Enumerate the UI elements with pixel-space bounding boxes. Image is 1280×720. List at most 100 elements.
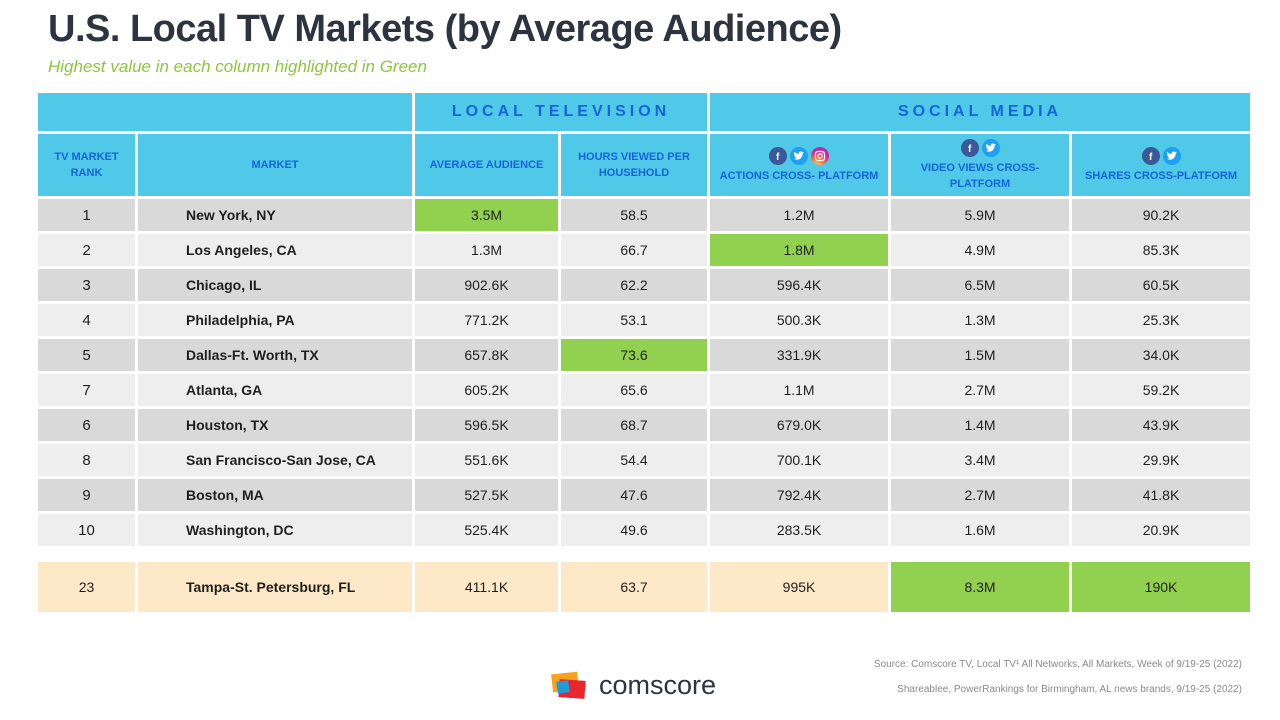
cell-video-views: 1.5M <box>888 336 1073 374</box>
cell-shares: 43.9K <box>1069 406 1254 444</box>
table-row: 4 Philadelphia, PA 771.2K 53.1 500.3K 1.… <box>35 301 1254 339</box>
cell-avg-audience: 525.4K <box>412 511 561 549</box>
cell-video-views: 6.5M <box>888 266 1073 304</box>
comscore-logo: comscore <box>551 670 716 701</box>
cell-hours: 73.6 <box>557 336 711 374</box>
cell-rank: 6 <box>35 406 138 444</box>
cell-rank: 23 <box>35 559 138 615</box>
cell-shares: 59.2K <box>1069 371 1254 409</box>
cell-hours: 58.5 <box>557 196 711 234</box>
table-row: 3 Chicago, IL 902.6K 62.2 596.4K 6.5M 60… <box>35 266 1254 304</box>
twitter-icon <box>790 146 809 165</box>
cell-shares: 41.8K <box>1069 476 1254 514</box>
cell-market: Washington, DC <box>135 511 415 549</box>
cell-shares: 90.2K <box>1069 196 1254 234</box>
twitter-icon <box>981 138 1000 157</box>
cell-video-views: 1.6M <box>888 511 1073 549</box>
twitter-icon <box>1162 146 1181 165</box>
cell-avg-audience: 657.8K <box>412 336 561 374</box>
cell-market: Philadelphia, PA <box>135 301 415 339</box>
cell-avg-audience: 551.6K <box>412 441 561 479</box>
cell-shares: 85.3K <box>1069 231 1254 269</box>
cell-actions: 995K <box>707 559 892 615</box>
svg-text:f: f <box>776 152 780 161</box>
cell-rank: 1 <box>35 196 138 234</box>
cell-actions: 679.0K <box>707 406 892 444</box>
group-header-social-media: SOCIAL MEDIA <box>707 90 1254 134</box>
table-row: 6 Houston, TX 596.5K 68.7 679.0K 1.4M 43… <box>35 406 1254 444</box>
cell-shares: 34.0K <box>1069 336 1254 374</box>
cell-actions: 1.1M <box>707 371 892 409</box>
cell-rank: 8 <box>35 441 138 479</box>
cell-hours: 68.7 <box>557 406 711 444</box>
source-note-1: Source: Comscore TV, Local TV¹ All Netwo… <box>873 659 1242 670</box>
video-views-icons: f <box>899 138 1061 157</box>
shares-icons: f <box>1080 146 1242 165</box>
cell-hours: 54.4 <box>557 441 711 479</box>
col-header-video-views: f VIDEO VIEWS CROSS-PLATFORM <box>888 131 1073 199</box>
facebook-icon: f <box>769 146 788 165</box>
cell-hours: 62.2 <box>557 266 711 304</box>
cell-market: Boston, MA <box>135 476 415 514</box>
cell-rank: 7 <box>35 371 138 409</box>
table-row: 9 Boston, MA 527.5K 47.6 792.4K 2.7M 41.… <box>35 476 1254 514</box>
page-subtitle: Highest value in each column highlighted… <box>48 57 427 76</box>
cell-hours: 66.7 <box>557 231 711 269</box>
cell-rank: 2 <box>35 231 138 269</box>
group-header-blank <box>35 90 415 134</box>
cell-market: Atlanta, GA <box>135 371 415 409</box>
cell-video-views: 2.7M <box>888 476 1073 514</box>
svg-text:f: f <box>968 144 972 153</box>
cell-avg-audience: 605.2K <box>412 371 561 409</box>
cell-avg-audience: 411.1K <box>412 559 561 615</box>
cell-avg-audience: 771.2K <box>412 301 561 339</box>
cell-market: Houston, TX <box>135 406 415 444</box>
cell-avg-audience: 3.5M <box>412 196 561 234</box>
page-title: U.S. Local TV Markets (by Average Audien… <box>48 8 842 50</box>
spacer-cell <box>34 546 1254 562</box>
cell-market: Los Angeles, CA <box>135 231 415 269</box>
cell-shares: 25.3K <box>1069 301 1254 339</box>
col-header-rank: TV MARKET RANK <box>35 131 138 199</box>
cell-hours: 49.6 <box>557 511 711 549</box>
cell-actions: 283.5K <box>707 511 892 549</box>
markets-table: LOCAL TELEVISION SOCIAL MEDIA TV MARKET … <box>34 90 1254 615</box>
cell-shares: 190K <box>1069 559 1254 615</box>
col-header-shares-label: SHARES CROSS-PLATFORM <box>1085 169 1237 182</box>
cell-market: San Francisco-San Jose, CA <box>135 441 415 479</box>
cell-video-views: 3.4M <box>888 441 1073 479</box>
cell-actions: 1.2M <box>707 196 892 234</box>
cell-video-views: 2.7M <box>888 371 1073 409</box>
table-row: 10 Washington, DC 525.4K 49.6 283.5K 1.6… <box>35 511 1254 549</box>
cell-market: Chicago, IL <box>135 266 415 304</box>
table-row: 7 Atlanta, GA 605.2K 65.6 1.1M 2.7M 59.2… <box>35 371 1254 409</box>
table-row: 1 New York, NY 3.5M 58.5 1.2M 5.9M 90.2K <box>35 196 1254 234</box>
cell-market: Tampa-St. Petersburg, FL <box>135 559 415 615</box>
cell-actions: 792.4K <box>707 476 892 514</box>
table-row: 2 Los Angeles, CA 1.3M 66.7 1.8M 4.9M 85… <box>35 231 1254 269</box>
col-header-video-views-label: VIDEO VIEWS CROSS-PLATFORM <box>920 161 1040 190</box>
cell-rank: 9 <box>35 476 138 514</box>
cell-video-views: 1.4M <box>888 406 1073 444</box>
col-header-actions: f ACTIONS CROSS- PLATFORM <box>707 131 892 199</box>
cell-shares: 60.5K <box>1069 266 1254 304</box>
cell-market: Dallas-Ft. Worth, TX <box>135 336 415 374</box>
cell-video-views: 8.3M <box>888 559 1073 615</box>
cell-hours: 47.6 <box>557 476 711 514</box>
cell-video-views: 4.9M <box>888 231 1073 269</box>
cell-rank: 5 <box>35 336 138 374</box>
instagram-icon <box>811 146 830 165</box>
col-header-actions-label: ACTIONS CROSS- PLATFORM <box>719 169 879 182</box>
comscore-wordmark: comscore <box>599 670 717 700</box>
featured-row: 23 Tampa-St. Petersburg, FL 411.1K 63.7 … <box>35 559 1254 615</box>
actions-icons: f <box>718 146 880 165</box>
facebook-icon: f <box>1141 146 1160 165</box>
cell-actions: 331.9K <box>707 336 892 374</box>
cell-shares: 29.9K <box>1069 441 1254 479</box>
column-header-row: TV MARKET RANK MARKET AVERAGE AUDIENCE H… <box>35 131 1254 199</box>
col-header-avg-audience: AVERAGE AUDIENCE <box>412 131 561 199</box>
cell-rank: 3 <box>35 266 138 304</box>
cell-market: New York, NY <box>135 196 415 234</box>
comscore-logo-mark <box>551 671 586 699</box>
cell-video-views: 5.9M <box>888 196 1073 234</box>
